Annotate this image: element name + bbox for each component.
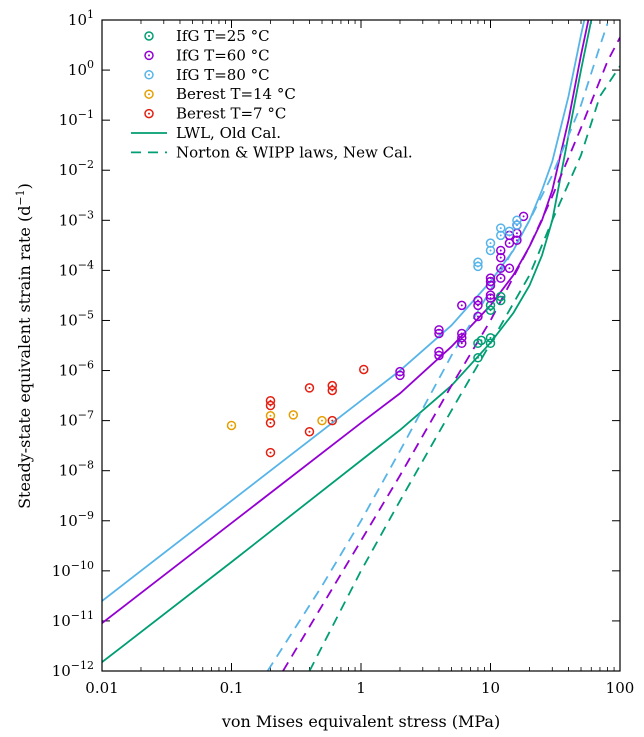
data-point-ifg60 — [518, 211, 529, 222]
y-tick-label: 10−9 — [59, 509, 94, 530]
x-tick-label: 0.1 — [220, 679, 244, 697]
legend-marker-ifg80 — [144, 70, 154, 80]
data-point-ifg60 — [504, 263, 515, 274]
legend-label: IfG T=25 °C — [176, 27, 270, 45]
data-point-berest7 — [265, 395, 276, 406]
plot-frame — [101, 19, 621, 672]
data-point-ifg80 — [485, 238, 496, 248]
y-tick-label: 10−4 — [59, 258, 94, 279]
data-point-ifg60 — [457, 338, 467, 349]
y-tick-label: 100 — [68, 58, 94, 79]
data-point-berest7 — [358, 364, 369, 375]
data-point-ifg60 — [512, 235, 522, 245]
legend-label: Berest T=14 °C — [176, 85, 296, 103]
y-tick-label: 10−5 — [59, 308, 94, 329]
dashed-model-curve-ifg25 — [308, 65, 620, 671]
data-point-berest14 — [265, 411, 276, 421]
y-tick-label: 10−1 — [59, 108, 94, 129]
model-curves-layer — [102, 20, 620, 671]
dashed-model-curve-ifg60 — [282, 36, 620, 671]
data-point-ifg60 — [485, 290, 496, 300]
data-point-ifg80 — [504, 226, 515, 237]
data-points-layer — [226, 211, 529, 458]
data-point-berest7 — [327, 380, 338, 391]
data-point-berest7 — [304, 383, 315, 393]
data-point-ifg25 — [485, 338, 496, 349]
dashed-model-curve-ifg80 — [266, 23, 609, 671]
data-point-berest7 — [327, 415, 338, 426]
data-point-berest14 — [317, 415, 327, 426]
x-tick-label: 100 — [606, 679, 635, 697]
data-point-ifg60 — [496, 245, 506, 256]
y-axis-label: Steady-state equivalent strain rate (d−1… — [14, 183, 34, 509]
data-point-ifg60 — [496, 273, 506, 283]
x-tick-label: 10 — [481, 679, 500, 697]
data-point-ifg60 — [457, 300, 467, 311]
legend-marker-berest7 — [144, 108, 154, 119]
solid-model-curve-ifg60 — [102, 20, 590, 624]
data-point-berest7 — [265, 447, 276, 458]
data-point-berest14 — [288, 410, 299, 420]
data-point-ifg25 — [476, 335, 487, 346]
x-tick-label: 0.01 — [85, 679, 118, 697]
y-tick-label: 10−11 — [52, 609, 94, 630]
data-point-berest7 — [304, 426, 315, 437]
y-tick-label: 10−8 — [59, 459, 94, 480]
y-tick-label: 10−7 — [59, 409, 94, 430]
data-point-ifg60 — [485, 273, 496, 283]
data-point-ifg25 — [496, 291, 506, 302]
data-point-ifg60 — [457, 328, 467, 339]
data-point-ifg60 — [496, 252, 506, 263]
legend-label: LWL, Old Cal. — [176, 124, 281, 142]
y-tick-label: 10−2 — [59, 158, 94, 179]
legend-label: Norton & WIPP laws, New Cal. — [176, 143, 413, 161]
data-point-ifg25 — [485, 333, 496, 343]
data-point-ifg80 — [496, 223, 506, 233]
axis-ticks-layer: 0.01 0.1 1 10 100 10−12 10−11 10−10 10−9 10−8 10−7… — [52, 8, 635, 697]
legend-marker-ifg60 — [144, 50, 154, 61]
data-point-berest7 — [265, 418, 276, 428]
y-tick-label: 10−6 — [59, 359, 94, 380]
data-point-ifg80 — [473, 257, 483, 268]
data-point-berest14 — [226, 420, 237, 431]
y-tick-label: 10−10 — [52, 559, 94, 580]
data-point-ifg60 — [434, 346, 444, 357]
x-axis-label: von Mises equivalent stress (MPa) — [221, 712, 500, 731]
y-tick-label: 10−3 — [59, 208, 94, 229]
data-point-ifg60 — [473, 295, 483, 306]
legend-marker-berest14 — [144, 89, 154, 99]
x-tick-label: 1 — [356, 679, 366, 697]
legend-label: IfG T=60 °C — [176, 46, 270, 64]
data-point-ifg60 — [395, 366, 405, 377]
y-tick-label: 10−12 — [52, 659, 94, 680]
solid-model-curve-ifg80 — [102, 20, 586, 602]
data-point-ifg25 — [473, 353, 483, 363]
data-point-ifg80 — [512, 215, 522, 226]
legend-label: IfG T=80 °C — [176, 66, 270, 84]
data-point-ifg60 — [473, 311, 483, 322]
legend-label: Berest T=7 °C — [176, 105, 286, 123]
data-point-ifg60 — [434, 325, 444, 335]
y-tick-label: 101 — [68, 8, 94, 29]
legend-marker-ifg25 — [144, 31, 154, 41]
